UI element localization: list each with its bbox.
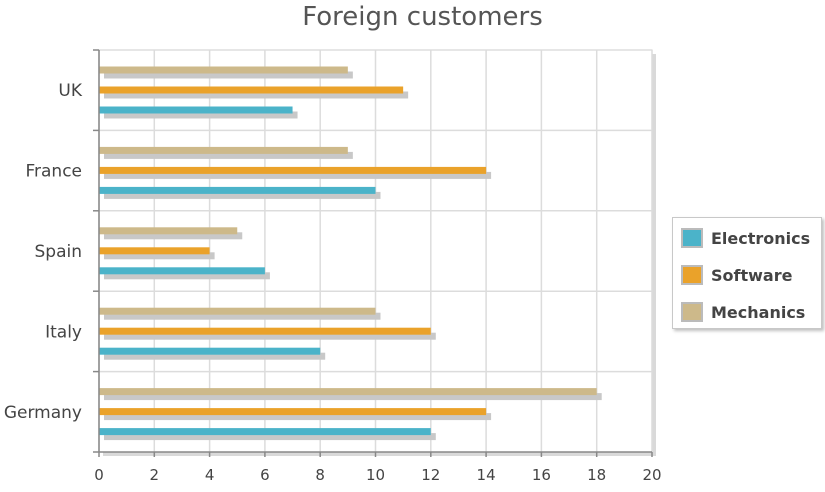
bar-electronics-germany	[99, 428, 431, 436]
x-tick-label: 10	[366, 466, 385, 484]
bar-shadow	[104, 352, 326, 360]
bar-shadow	[104, 252, 215, 260]
x-tick-label: 4	[205, 466, 215, 484]
legend-swatch	[681, 302, 703, 322]
bar-shadow	[104, 433, 436, 441]
chart-title: Foreign customers	[302, 2, 543, 32]
category-label: Italy	[45, 322, 82, 342]
bar-shadow	[104, 91, 409, 99]
legend-item-electronics: Electronics	[681, 226, 810, 250]
bar-shadow	[104, 151, 353, 159]
bar-mechanics-france	[99, 146, 348, 154]
bar-electronics-italy	[99, 347, 321, 355]
category-label: Germany	[4, 403, 82, 423]
bar-shadow	[104, 393, 602, 401]
legend-label: Software	[711, 265, 793, 285]
bar-shadow	[104, 191, 381, 199]
x-tick-label: 2	[150, 466, 160, 484]
category-label: UK	[58, 81, 82, 101]
category-label: Spain	[35, 242, 83, 262]
x-tick-label: 6	[260, 466, 270, 484]
bar-shadow	[104, 332, 436, 340]
legend-label: Electronics	[711, 228, 811, 248]
bar-mechanics-germany	[99, 388, 597, 396]
x-tick-label: 14	[477, 466, 496, 484]
bar-software-france	[99, 166, 487, 174]
legend-item-software: Software	[681, 263, 792, 287]
bar-shadow	[104, 413, 492, 421]
x-tick-label: 0	[94, 466, 104, 484]
bar-shadow	[104, 312, 381, 320]
axis-layer: UK France Spain Italy Germany 0 2 4 6 8 10 12 14 16 18…	[4, 49, 662, 484]
x-tick-label: 18	[587, 466, 606, 484]
bar-electronics-spain	[99, 267, 265, 275]
legend: Electronics Software Mechanics	[672, 217, 822, 329]
legend-swatch	[681, 265, 703, 285]
bar-software-spain	[99, 247, 210, 255]
bar-mechanics-uk	[99, 66, 348, 74]
bar-software-germany	[99, 408, 487, 416]
bar-electronics-uk	[99, 106, 293, 114]
bar-software-uk	[99, 86, 404, 94]
bar-shadow	[104, 71, 353, 79]
x-tick-label: 16	[532, 466, 551, 484]
category-label: France	[25, 162, 82, 182]
bar-shadow	[104, 272, 270, 280]
legend-label: Mechanics	[711, 302, 806, 322]
legend-swatch	[681, 228, 703, 248]
bar-electronics-france	[99, 186, 376, 194]
bar-software-italy	[99, 327, 431, 335]
bars-layer	[99, 66, 602, 441]
x-tick-label: 12	[421, 466, 440, 484]
bar-shadow	[104, 232, 243, 240]
legend-item-mechanics: Mechanics	[681, 300, 805, 324]
bar-shadow	[104, 111, 298, 119]
bar-mechanics-spain	[99, 227, 238, 235]
bar-shadow	[104, 171, 492, 179]
bar-mechanics-italy	[99, 307, 376, 315]
x-tick-label: 20	[642, 466, 661, 484]
x-tick-label: 8	[315, 466, 325, 484]
